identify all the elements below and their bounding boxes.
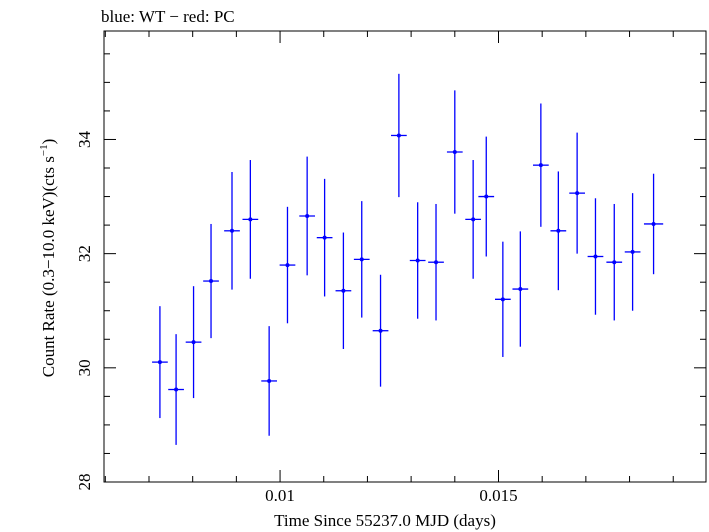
data-point (452, 150, 457, 155)
data-point (305, 213, 310, 218)
data-point (518, 287, 523, 292)
y-axis-label-sup: −1 (38, 144, 50, 156)
y-axis-label-close: ) (39, 139, 58, 145)
data-point (500, 297, 505, 302)
data-point (267, 378, 272, 383)
data-point (209, 279, 214, 284)
y-tick-label: 28 (75, 474, 94, 491)
data-point (630, 249, 635, 254)
data-point (248, 217, 253, 222)
data-point (434, 260, 439, 265)
data-point (651, 221, 656, 226)
data-point (575, 191, 580, 196)
data-point (191, 340, 196, 345)
x-ticks: 0.01 0.015 (104, 31, 674, 505)
series-wt (152, 73, 664, 445)
data-point (538, 163, 543, 168)
data-point (341, 288, 346, 293)
x-tick-label: 0.01 (265, 486, 295, 505)
data-point (396, 133, 401, 138)
data-point (359, 257, 364, 262)
data-point (484, 194, 489, 199)
data-point (157, 360, 162, 365)
y-axis-label-main: Count Rate (0.3−10.0 keV)(cts s (39, 156, 58, 377)
data-point (415, 258, 420, 263)
series-layer (152, 73, 664, 445)
y-tick-label: 30 (75, 359, 94, 376)
plot-frame (103, 30, 707, 483)
data-point (612, 260, 617, 265)
data-point (556, 228, 561, 233)
y-tick-label: 32 (75, 245, 94, 262)
data-point (285, 263, 290, 268)
y-ticks: 28 30 32 34 (75, 53, 706, 491)
data-point (322, 235, 327, 240)
y-tick-label: 34 (75, 130, 94, 148)
data-point (230, 228, 235, 233)
x-axis-label: Time Since 55237.0 MJD (days) (274, 511, 496, 530)
data-point (174, 387, 179, 392)
data-point (593, 254, 598, 259)
chart-title: blue: WT − red: PC (101, 7, 235, 26)
data-point (378, 328, 383, 333)
x-tick-label: 0.015 (479, 486, 517, 505)
y-axis-label: Count Rate (0.3−10.0 keV)(cts s−1) (38, 139, 58, 378)
data-point (471, 217, 476, 222)
